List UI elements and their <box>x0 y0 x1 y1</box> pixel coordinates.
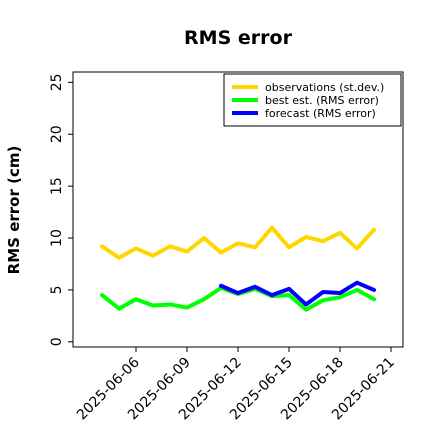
y-tick-label: 20 <box>49 125 65 143</box>
legend: observations (st.dev.)best est. (RMS err… <box>223 73 402 127</box>
legend-label-2: forecast (RMS error) <box>265 107 376 120</box>
chart-title: RMS error <box>184 27 293 49</box>
series-layer <box>100 225 376 312</box>
y-tick-label: 15 <box>49 177 65 195</box>
y-tick-label: 25 <box>49 73 65 91</box>
plot-frame <box>72 71 404 348</box>
y-axis-ticks: 0 5 10 15 20 25 <box>49 73 73 346</box>
y-axis-label: RMS error (cm) <box>5 146 23 275</box>
y-tick-label: 10 <box>49 229 65 247</box>
y-tick-label: 0 <box>49 337 65 346</box>
series-line-2 <box>219 280 376 307</box>
legend-label-1: best est. (RMS error) <box>265 94 379 107</box>
legend-label-0: observations (st.dev.) <box>265 81 384 94</box>
x-axis-ticks: 2025-06-062025-06-092025-06-122025-06-15… <box>74 347 398 423</box>
series-line-0 <box>100 225 376 260</box>
y-tick-label: 5 <box>49 285 65 294</box>
